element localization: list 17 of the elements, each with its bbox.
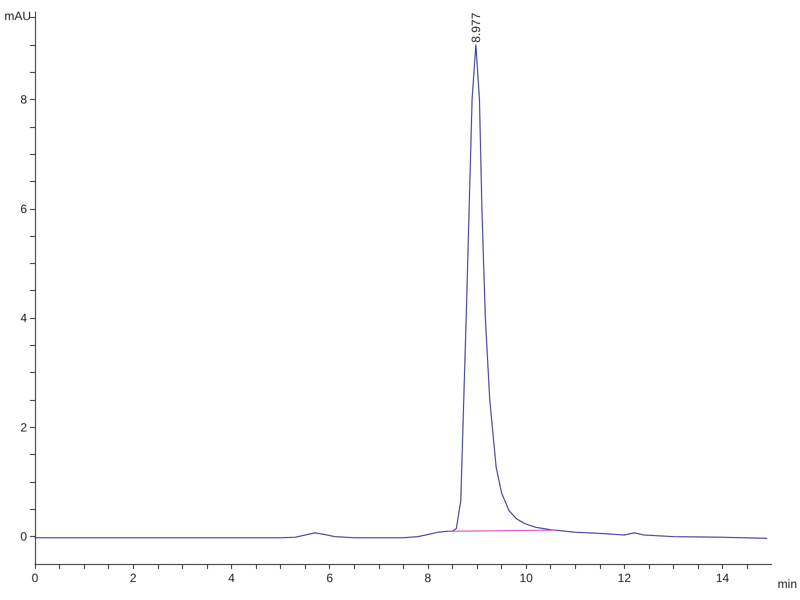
y-tick-label: 6 xyxy=(20,202,28,216)
x-tick-label: 2 xyxy=(130,571,137,585)
y-tick-label: 4 xyxy=(20,311,28,326)
x-tick-label: 6 xyxy=(326,571,334,585)
x-axis-title: min xyxy=(778,577,798,591)
x-tick-label: 4 xyxy=(228,571,236,585)
x-tick-label: 14 xyxy=(716,571,730,585)
line-series xyxy=(34,44,768,539)
annotation: 8.977 xyxy=(468,12,483,43)
x-tick-label: 10 xyxy=(519,571,534,585)
x-tick-label: 0 xyxy=(32,571,39,585)
x-tick-label: 12 xyxy=(618,571,632,585)
y-tick-label: 0 xyxy=(20,530,28,544)
x-tick-label: 8 xyxy=(424,571,432,585)
y-axis-title: mAU xyxy=(4,9,31,23)
y-tick-label: 8 xyxy=(20,92,28,106)
y-tick-label: 2 xyxy=(20,420,28,434)
